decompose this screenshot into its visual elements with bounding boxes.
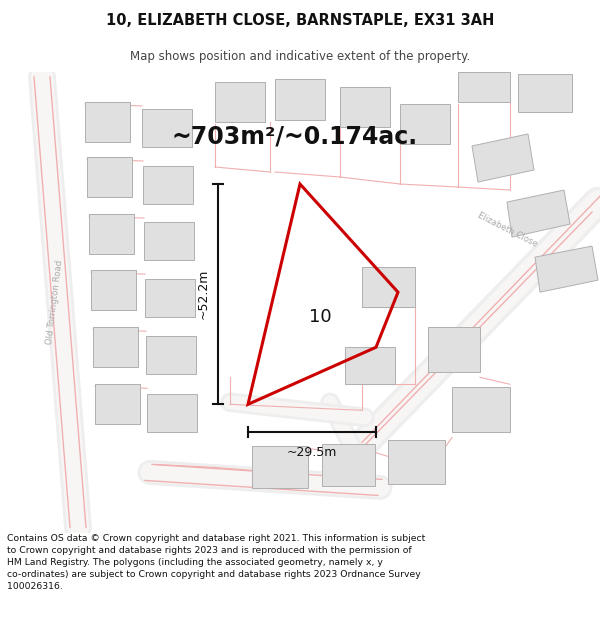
Text: 10: 10 <box>308 308 331 326</box>
Polygon shape <box>93 328 138 367</box>
Text: ~703m²/~0.174ac.: ~703m²/~0.174ac. <box>172 125 418 149</box>
Polygon shape <box>215 82 265 122</box>
Polygon shape <box>87 157 132 197</box>
Polygon shape <box>142 109 192 147</box>
Text: Contains OS data © Crown copyright and database right 2021. This information is : Contains OS data © Crown copyright and d… <box>7 534 425 591</box>
Polygon shape <box>518 74 572 112</box>
Polygon shape <box>400 104 450 144</box>
Polygon shape <box>458 72 510 102</box>
Text: Map shows position and indicative extent of the property.: Map shows position and indicative extent… <box>130 49 470 62</box>
Polygon shape <box>143 166 193 204</box>
Polygon shape <box>388 441 445 484</box>
Polygon shape <box>95 384 140 424</box>
Text: ~29.5m: ~29.5m <box>287 446 337 459</box>
Polygon shape <box>507 190 570 237</box>
Polygon shape <box>144 222 194 260</box>
Text: Elizabeth Close: Elizabeth Close <box>476 211 539 249</box>
Polygon shape <box>428 328 480 372</box>
Polygon shape <box>145 279 195 318</box>
Polygon shape <box>472 134 534 182</box>
Polygon shape <box>147 394 197 432</box>
Text: Old Torrington Road: Old Torrington Road <box>46 259 65 345</box>
Polygon shape <box>146 336 196 374</box>
Polygon shape <box>345 348 395 384</box>
Polygon shape <box>89 214 134 254</box>
Polygon shape <box>452 388 510 432</box>
Polygon shape <box>91 270 136 310</box>
Polygon shape <box>275 79 325 120</box>
Text: ~52.2m: ~52.2m <box>197 269 210 319</box>
Polygon shape <box>340 87 390 127</box>
Text: 10, ELIZABETH CLOSE, BARNSTAPLE, EX31 3AH: 10, ELIZABETH CLOSE, BARNSTAPLE, EX31 3A… <box>106 12 494 28</box>
Polygon shape <box>535 246 598 292</box>
Polygon shape <box>85 102 130 142</box>
Polygon shape <box>322 444 375 486</box>
Polygon shape <box>362 267 415 308</box>
Polygon shape <box>252 446 308 489</box>
